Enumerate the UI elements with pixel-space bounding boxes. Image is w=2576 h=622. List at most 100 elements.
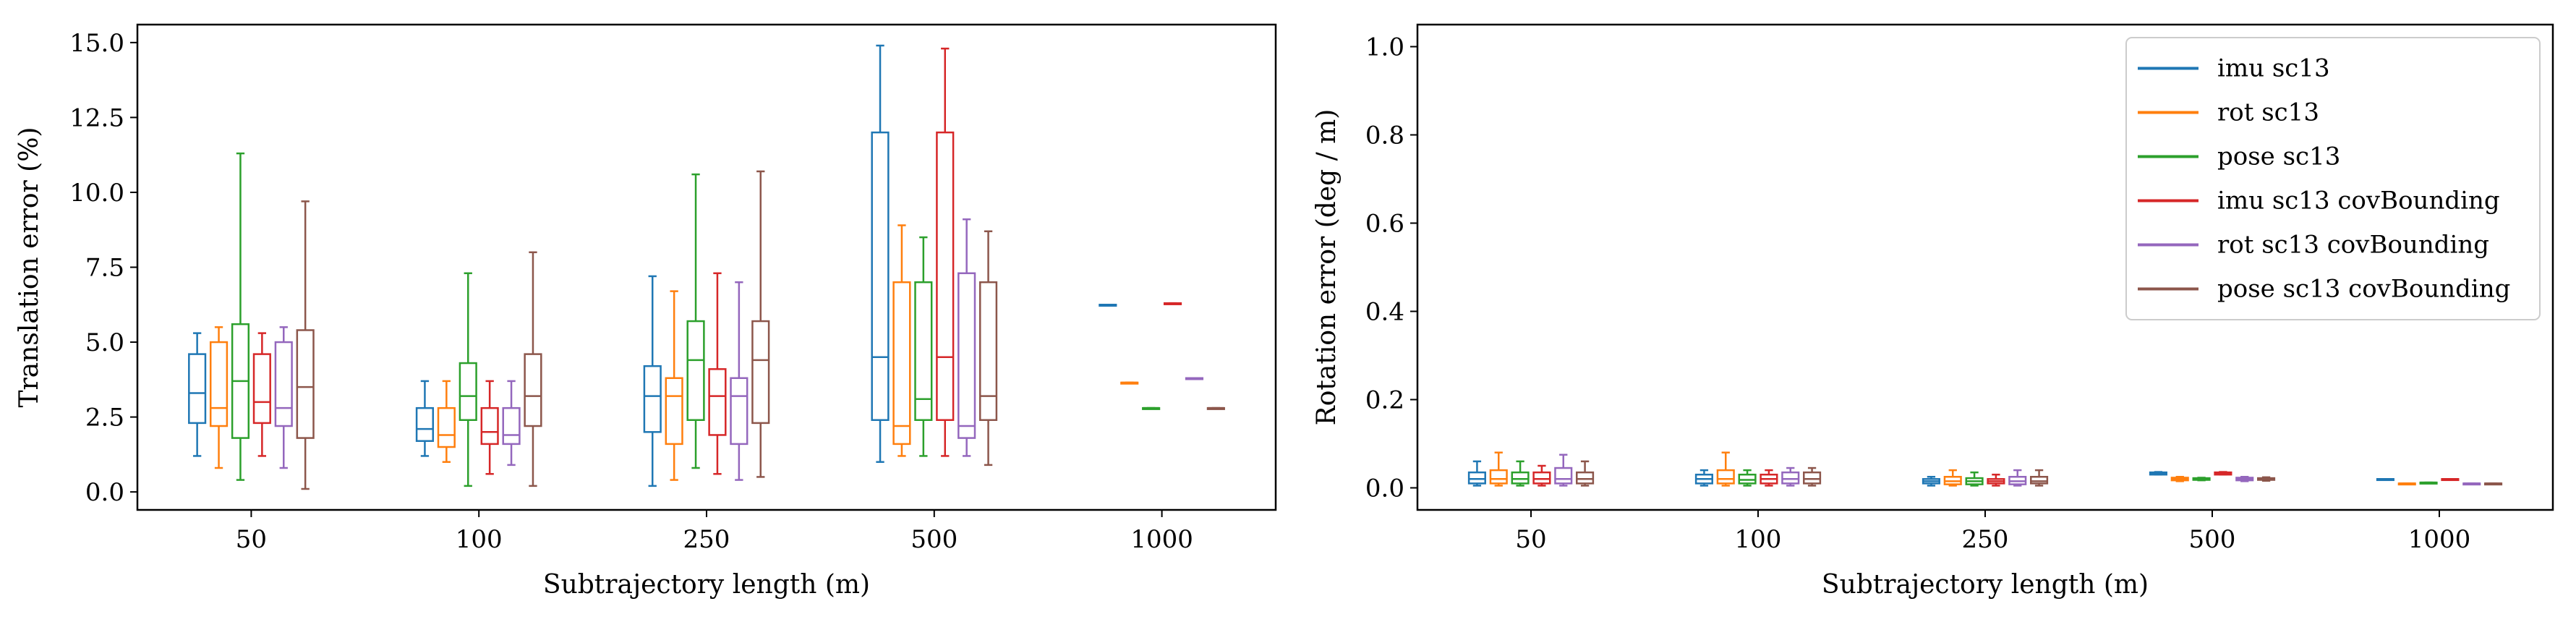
box-body — [1489, 469, 1508, 485]
x-tick-label: 250 — [1962, 525, 2009, 554]
box-imu-sc13-50 — [188, 332, 207, 457]
box-body — [708, 368, 727, 436]
box-body — [978, 281, 998, 421]
y-tick-label: 5.0 — [85, 328, 124, 357]
box-rot-sc13-covBounding-100 — [1781, 466, 1800, 487]
box-pose-sc13-covBounding-100 — [524, 251, 542, 487]
translation-error-panel: 0.0 2.5 5.0 7.5 10.0 12.5 15.0 50 100 250 500 1000 S… — [14, 23, 1277, 600]
rotation-error-panel: 0.0 0.2 0.4 0.6 0.8 1.0 50 100 250 500 1000 Subtraj… — [1312, 23, 2554, 600]
x-axis-label: Subtrajectory length (m) — [1822, 570, 2149, 600]
box-imu-sc13-500 — [871, 44, 890, 463]
box-imu-sc13-50 — [1467, 460, 1486, 487]
box-pose-sc13-50 — [1511, 460, 1530, 487]
box-imu-sc13-1000 — [1099, 304, 1117, 307]
box-imu-sc13-covBounding-50 — [1532, 464, 1551, 487]
box-imu-sc13-covBounding-500 — [936, 47, 955, 457]
box-imu-sc13-covBounding-100 — [1760, 469, 1778, 487]
box-pose-sc13-covBounding-1000 — [2484, 482, 2503, 486]
box-body — [1803, 471, 1822, 485]
x-axis-label: Subtrajectory length (m) — [543, 570, 870, 600]
x-tick-label: 1000 — [1130, 525, 1193, 554]
box-body — [209, 341, 229, 427]
box-rot-sc13-1000 — [1120, 381, 1139, 385]
box-body — [643, 365, 662, 433]
box-rot-sc13-100 — [437, 380, 456, 463]
box-rot-sc13-100 — [1716, 451, 1735, 487]
box-pose-sc13-covBounding-500 — [2257, 476, 2276, 482]
box-rot-sc13-covBounding-1000 — [1185, 377, 1204, 380]
box-rot-sc13-covBounding-50 — [274, 326, 293, 469]
box-imu-sc13-500 — [2149, 471, 2167, 476]
y-tick-label: 7.5 — [85, 254, 124, 283]
y-tick-label: 0.0 — [1365, 474, 1404, 503]
box-pose-sc13-covBounding-250 — [2030, 469, 2049, 487]
box-rot-sc13-covBounding-1000 — [2462, 482, 2481, 486]
box-body — [524, 353, 542, 427]
box-pose-sc13-50 — [231, 152, 250, 481]
box-body — [252, 353, 271, 425]
box-body — [892, 281, 911, 446]
legend-label: imu sc13 — [2217, 54, 2330, 83]
box-body — [502, 406, 521, 446]
box-body — [437, 406, 456, 448]
box-body — [936, 131, 955, 421]
x-tick-label: 50 — [1515, 525, 1546, 554]
box-rot-sc13-250 — [1943, 469, 1962, 487]
y-tick-label: 15.0 — [69, 29, 124, 58]
y-tick-label: 2.5 — [85, 404, 124, 433]
y-axis-label: Rotation error (deg / m) — [1312, 109, 1342, 426]
box-body — [274, 341, 293, 427]
box-rot-sc13-50 — [1489, 451, 1508, 487]
box-rot-sc13-250 — [665, 290, 683, 481]
y-tick-label: 1.0 — [1365, 33, 1404, 62]
box-imu-sc13-covBounding-250 — [708, 272, 727, 475]
y-tick-label: 10.0 — [69, 179, 124, 208]
box-pose-sc13-covBounding-50 — [296, 200, 315, 490]
box-pose-sc13-covBounding-250 — [751, 170, 770, 478]
box-body — [1576, 471, 1595, 485]
legend-frame — [2125, 37, 2541, 320]
box-rot-sc13-500 — [2170, 476, 2189, 482]
y-tick-label: 0.4 — [1365, 298, 1404, 327]
x-tick-label: 100 — [1735, 525, 1782, 554]
box-rot-sc13-covBounding-500 — [958, 218, 976, 457]
box-rot-sc13-50 — [209, 326, 229, 469]
legend-label: pose sc13 — [2217, 142, 2340, 171]
box-body — [1716, 469, 1735, 485]
box-body — [459, 362, 477, 421]
legend-label: imu sc13 covBounding — [2217, 187, 2500, 216]
box-rot-sc13-covBounding-100 — [502, 380, 521, 466]
box-body — [730, 377, 749, 446]
box-imu-sc13-covBounding-250 — [1987, 473, 2005, 487]
box-imu-sc13-covBounding-1000 — [1163, 302, 1182, 305]
box-rot-sc13-500 — [892, 224, 911, 457]
y-tick-label: 0.6 — [1365, 210, 1404, 239]
box-imu-sc13-covBounding-100 — [480, 380, 499, 475]
box-body — [296, 329, 315, 439]
box-body — [188, 353, 207, 425]
box-imu-sc13-covBounding-500 — [2214, 471, 2232, 476]
box-pose-sc13-covBounding-100 — [1803, 466, 1822, 487]
legend-label: pose sc13 covBounding — [2217, 275, 2510, 304]
box-imu-sc13-1000 — [2376, 478, 2394, 482]
box-body — [1511, 471, 1530, 485]
box-pose-sc13-100 — [1738, 469, 1757, 487]
y-tick-label: 0.8 — [1365, 122, 1404, 150]
x-tick-label: 500 — [2189, 525, 2236, 554]
legend-label: rot sc13 covBounding — [2217, 231, 2489, 260]
x-tick-label: 500 — [910, 525, 958, 554]
legend-label: rot sc13 — [2217, 98, 2319, 127]
box-body — [1781, 471, 1800, 485]
y-tick-label: 12.5 — [69, 103, 124, 132]
box-body — [958, 272, 976, 439]
box-imu-sc13-covBounding-50 — [252, 332, 271, 457]
box-body — [415, 406, 435, 442]
box-pose-sc13-500 — [2192, 477, 2211, 482]
box-pose-sc13-100 — [459, 272, 477, 487]
box-pose-sc13-250 — [686, 173, 705, 469]
box-imu-sc13-covBounding-1000 — [2441, 478, 2460, 482]
box-pose-sc13-covBounding-50 — [1576, 460, 1595, 487]
box-pose-sc13-covBounding-1000 — [1206, 406, 1225, 410]
box-body — [2030, 476, 2049, 485]
